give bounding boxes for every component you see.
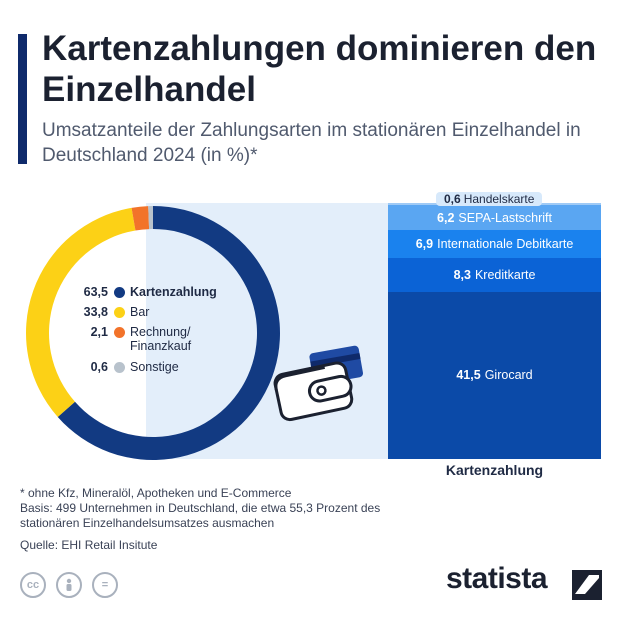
stacked-bar-axis-label: Kartenzahlung xyxy=(445,462,544,478)
person-icon[interactable] xyxy=(56,572,82,598)
statista-logo[interactable]: statista xyxy=(446,562,548,595)
legend-label: Bar xyxy=(130,305,150,319)
equals-icon[interactable]: = xyxy=(92,572,118,598)
segment-value: 6,9 xyxy=(415,237,434,252)
segment-value: 0,6 xyxy=(444,192,461,206)
wallet-icon xyxy=(273,345,363,422)
segment-value: 6,2 xyxy=(437,210,455,225)
bar-segment-internationale-debitkarte: 6,9 Internationale Debitkarte xyxy=(388,230,601,259)
segment-value: 8,3 xyxy=(453,267,471,282)
segment-category: Internationale Debitkarte xyxy=(437,237,574,252)
footnote-basis: Basis: 499 Unternehmen in Deutschland, d… xyxy=(20,501,381,530)
legend-value: 63,5 xyxy=(83,285,108,299)
segment-category: Girocard xyxy=(484,368,533,383)
donut-slice-bar xyxy=(25,207,136,417)
donut-slice-rechnung-finanzkauf xyxy=(131,206,150,231)
donut-slice-sonstige xyxy=(148,206,153,230)
legend-value: 2,1 xyxy=(90,325,108,339)
bar-segment-sepa-lastschrift: 6,2 SEPA-Lastschrift xyxy=(388,205,601,231)
segment-category: SEPA-Lastschrift xyxy=(458,210,552,225)
legend-label: Kartenzahlung xyxy=(130,285,217,299)
footnote-exclusions: * ohne Kfz, Mineralöl, Apotheken und E-C… xyxy=(20,486,292,500)
segment-category: Handelskarte xyxy=(463,192,535,206)
legend-value: 0,6 xyxy=(90,360,108,374)
statista-logo-mark-icon xyxy=(572,570,602,600)
legend-value: 33,8 xyxy=(83,305,108,319)
segment-category: Kreditkarte xyxy=(474,267,536,282)
legend-swatch xyxy=(114,307,125,318)
bar-segment-girocard: 41,5 Girocard xyxy=(388,291,601,459)
chart-title: Kartenzahlungen dominieren den Einzelhan… xyxy=(42,29,597,109)
chart-subtitle: Umsatzanteile der Zahlungsarten im stati… xyxy=(42,120,581,166)
footnotes: * ohne Kfz, Mineralöl, Apotheken und E-C… xyxy=(20,486,460,531)
legend-swatch xyxy=(114,362,125,373)
segment-value: 41,5 xyxy=(456,368,481,383)
legend-swatch xyxy=(114,327,125,338)
segment-label-handelskarte: 0,6 Handelskarte xyxy=(436,192,543,206)
legend-label: Rechnung/ Finanzkauf xyxy=(130,325,192,353)
cc-icon[interactable]: cc xyxy=(20,572,46,598)
source-note: Quelle: EHI Retail Insitute xyxy=(20,538,158,552)
donut-slice-kartenzahlung xyxy=(57,206,280,460)
title-accent-bar xyxy=(18,34,27,164)
legend-label: Sonstige xyxy=(130,360,179,374)
bar-segment-kreditkarte: 8,3 Kreditkarte xyxy=(388,258,601,292)
card-payment-stacked-bar: 41,5 Girocard 8,3 Kreditkarte 6,9 Internation… xyxy=(388,203,601,459)
legend-swatch xyxy=(114,287,125,298)
payment-donut-chart xyxy=(25,206,280,460)
